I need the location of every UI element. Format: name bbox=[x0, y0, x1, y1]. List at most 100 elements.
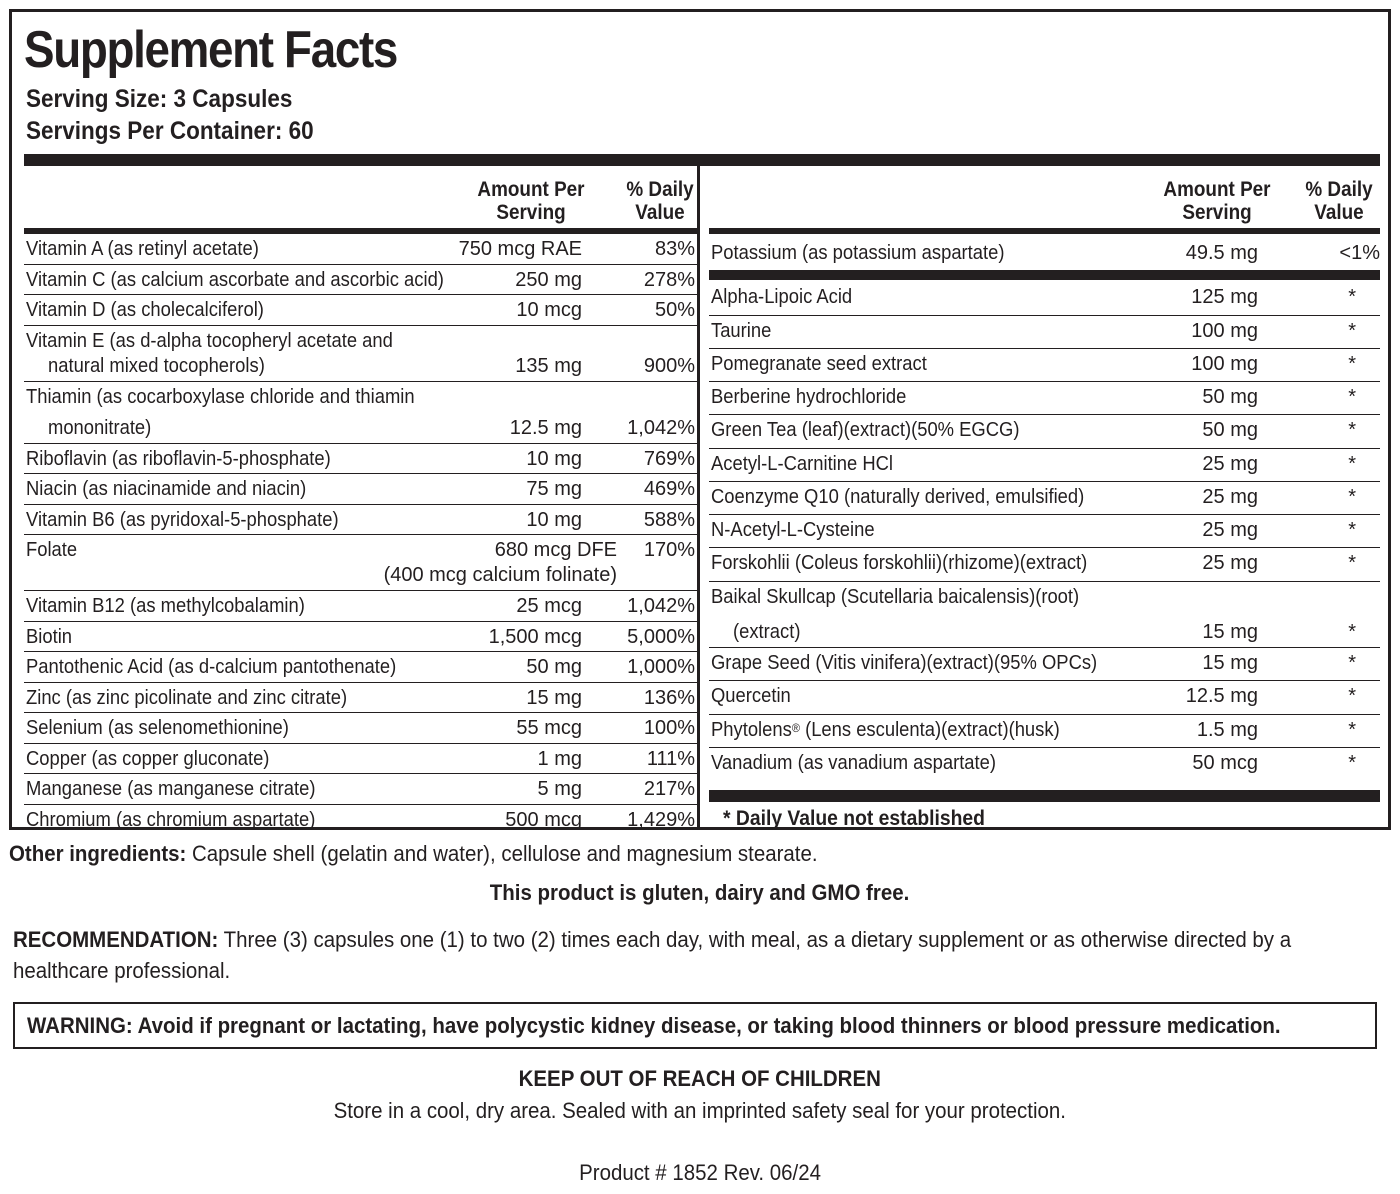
nutrient-amount: 15 mg bbox=[1202, 652, 1258, 674]
nutrient-name: Green Tea (leaf)(extract)(50% EGCG) bbox=[711, 419, 1020, 441]
nutrient-amount-detail: (400 mcg calcium folinate) bbox=[383, 564, 617, 586]
panel-title: Supplement Facts bbox=[24, 21, 398, 79]
nutrient-dv: 278% bbox=[643, 269, 695, 291]
nutrient-name: Vanadium (as vanadium aspartate) bbox=[711, 752, 997, 774]
free-from-statement: This product is gluten, dairy and GMO fr… bbox=[490, 880, 910, 905]
nutrient-amount: 50 mg bbox=[526, 656, 582, 678]
nutrient-row: Biotin 1,500 mcg 5,000% bbox=[24, 622, 697, 652]
nutrient-amount: 25 mg bbox=[1202, 486, 1258, 508]
other-ingredients-text: Capsule shell (gelatin and water), cellu… bbox=[186, 841, 818, 866]
nutrient-row: Grape Seed (Vitis vinifera)(extract)(95%… bbox=[709, 648, 1380, 681]
nutrient-amount: 500 mcg bbox=[505, 809, 582, 831]
nutrient-name: Vitamin C (as calcium ascorbate and asco… bbox=[26, 269, 444, 291]
nutrient-amount: 15 mg bbox=[1202, 621, 1258, 643]
nutrient-dv: * bbox=[1348, 320, 1356, 342]
other-ingredients: Other ingredients: Capsule shell (gelati… bbox=[9, 838, 818, 869]
nutrient-dv: * bbox=[1348, 552, 1356, 574]
nutrient-row: Folate 680 mcg DFE (400 mcg calcium folina… bbox=[24, 535, 697, 591]
nutrient-amount: 1 mg bbox=[537, 748, 582, 770]
recommendation-label: RECOMMENDATION: bbox=[13, 927, 219, 952]
nutrient-name: Baikal Skullcap (Scutellaria baicalensis… bbox=[711, 586, 1080, 608]
nutrient-row: Green Tea (leaf)(extract)(50% EGCG) 50 mg… bbox=[709, 415, 1380, 449]
nutrient-amount: 50 mcg bbox=[1192, 752, 1258, 774]
nutrient-dv: * bbox=[1348, 719, 1356, 741]
nutrient-name-continued: natural mixed tocopherols) bbox=[48, 355, 265, 377]
nutrient-row: Quercetin 12.5 mg * bbox=[709, 681, 1380, 715]
nutrient-dv: 469% bbox=[643, 478, 695, 500]
nutrient-name: Alpha-Lipoic Acid bbox=[711, 286, 853, 308]
nutrient-dv: 83% bbox=[654, 238, 695, 260]
nutrient-dv: 588% bbox=[643, 509, 695, 531]
nutrient-row: Vitamin D (as cholecalciferol) 10 mcg 50% bbox=[24, 295, 697, 326]
amount-header-right: Amount Per Serving bbox=[1163, 178, 1271, 224]
serving-size: Serving Size: 3 Capsules bbox=[26, 85, 293, 113]
nutrient-row: Alpha-Lipoic Acid 125 mg * bbox=[709, 282, 1380, 316]
nutrient-row: Niacin (as niacinamide and niacin) 75 mg 4… bbox=[24, 474, 697, 505]
recommendation-text: Three (3) capsules one (1) to two (2) ti… bbox=[218, 927, 1292, 952]
nutrient-dv: * bbox=[1348, 386, 1356, 408]
nutrient-amount: 1.5 mg bbox=[1196, 719, 1258, 741]
dv-header-left: % Daily Value bbox=[626, 178, 694, 224]
nutrient-row: Forskohlii (Coleus forskohlii)(rhizome)(… bbox=[709, 548, 1380, 582]
nutrient-row: Berberine hydrochloride 50 mg * bbox=[709, 382, 1380, 415]
nutrient-row: Vitamin A (as retinyl acetate) 750 mcg RA… bbox=[24, 234, 697, 265]
potassium-row: Potassium (as potassium aspartate) 49.5 … bbox=[709, 234, 1380, 270]
storage-instructions: Store in a cool, dry area. Sealed with a… bbox=[333, 1098, 1067, 1123]
nutrient-amount: 25 mg bbox=[1202, 552, 1258, 574]
nutrient-amount: 15 mg bbox=[526, 687, 582, 709]
nutrient-amount: 10 mg bbox=[526, 509, 582, 531]
top-divider-bar bbox=[24, 154, 1380, 166]
nutrient-amount: 25 mg bbox=[1202, 453, 1258, 475]
nutrient-name: Grape Seed (Vitis vinifera)(extract)(95%… bbox=[711, 652, 1098, 674]
nutrient-name: Pantothenic Acid (as d-calcium pantothen… bbox=[26, 656, 397, 678]
nutrient-dv: * bbox=[1348, 652, 1356, 674]
nutrient-amount: 1,500 mcg bbox=[488, 626, 582, 648]
nutrient-name: Manganese (as manganese citrate) bbox=[26, 778, 316, 800]
header-divider-right bbox=[709, 228, 1380, 234]
nutrient-amount: 75 mg bbox=[526, 478, 582, 500]
nutrient-dv: 900% bbox=[643, 355, 695, 377]
nutrient-dv: <1% bbox=[1339, 242, 1380, 264]
nutrient-name: Vitamin B12 (as methylcobalamin) bbox=[26, 595, 305, 617]
nutrient-row: Baikal Skullcap (Scutellaria baicalensis… bbox=[709, 582, 1380, 648]
nutrient-row: Manganese (as manganese citrate) 5 mg 217% bbox=[24, 774, 697, 805]
nutrient-name: Forskohlii (Coleus forskohlii)(rhizome)(… bbox=[711, 552, 1088, 574]
nutrient-row: Pantothenic Acid (as d-calcium pantothen… bbox=[24, 652, 697, 683]
nutrient-name: Chromium (as chromium aspartate) bbox=[26, 809, 316, 831]
nutrient-name: Biotin bbox=[26, 626, 73, 648]
nutrient-row: Pomegranate seed extract 100 mg * bbox=[709, 349, 1380, 382]
other-ingredients-label: Other ingredients: bbox=[9, 841, 187, 866]
nutrient-name: Vitamin B6 (as pyridoxal-5-phosphate) bbox=[26, 509, 339, 531]
nutrient-name: Vitamin E (as d-alpha tocopheryl acetate… bbox=[26, 330, 393, 352]
nutrient-amount: 125 mg bbox=[1191, 286, 1258, 308]
nutrient-dv: 1,042% bbox=[627, 417, 695, 439]
nutrient-name: Copper (as copper gluconate) bbox=[26, 748, 270, 770]
nutrient-name: Niacin (as niacinamide and niacin) bbox=[26, 478, 307, 500]
nutrient-dv: 170% bbox=[643, 539, 695, 561]
nutrient-amount: 50 mg bbox=[1202, 386, 1258, 408]
nutrient-amount: 55 mcg bbox=[516, 717, 582, 739]
footnote: * Daily Value not established bbox=[723, 807, 985, 830]
nutrient-name: Selenium (as selenomethionine) bbox=[26, 717, 289, 739]
nutrient-name: Pomegranate seed extract bbox=[711, 353, 927, 375]
nutrient-name: Riboflavin (as riboflavin-5-phosphate) bbox=[26, 448, 331, 470]
nutrient-dv: 1,042% bbox=[627, 595, 695, 617]
nutrient-amount: 25 mg bbox=[1202, 519, 1258, 541]
nutrient-row: Zinc (as zinc picolinate and zinc citrat… bbox=[24, 683, 697, 713]
nutrient-amount: 12.5 mg bbox=[1185, 685, 1258, 707]
nutrient-name: Acetyl-L-Carnitine HCl bbox=[711, 453, 894, 475]
nutrient-dv: * bbox=[1348, 353, 1356, 375]
nutrient-dv: 217% bbox=[643, 778, 695, 800]
nutrient-amount: 250 mg bbox=[515, 269, 582, 291]
potassium-divider bbox=[709, 270, 1380, 280]
nutrient-row: Acetyl-L-Carnitine HCl 25 mg * bbox=[709, 449, 1380, 482]
servings-per-container: Servings Per Container: 60 bbox=[26, 117, 314, 145]
keep-out-notice: KEEP OUT OF REACH OF CHILDREN bbox=[518, 1066, 882, 1091]
dv-header-right: % Daily Value bbox=[1305, 178, 1373, 224]
nutrient-name: Coenzyme Q10 (naturally derived, emulsif… bbox=[711, 486, 1085, 508]
column-divider bbox=[697, 166, 700, 827]
nutrient-amount: 100 mg bbox=[1191, 353, 1258, 375]
nutrient-amount: 135 mg bbox=[515, 355, 582, 377]
warning-text: WARNING: Avoid if pregnant or lactating,… bbox=[27, 1013, 1281, 1038]
nutrient-dv: 50% bbox=[654, 299, 695, 321]
